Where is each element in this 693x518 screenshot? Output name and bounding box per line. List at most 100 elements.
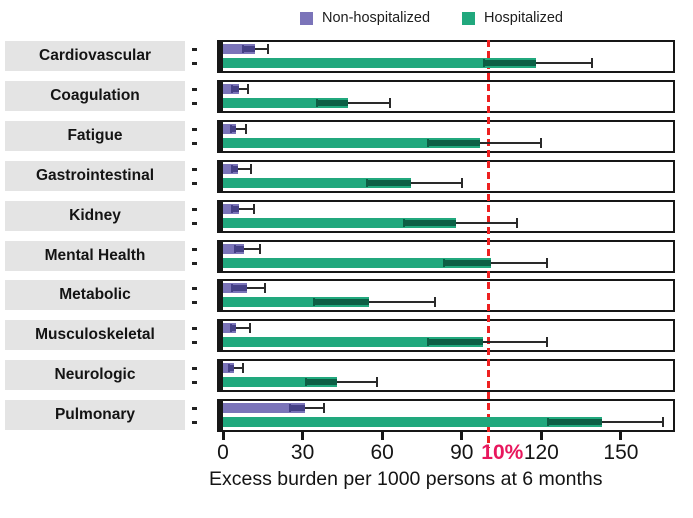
- error-low-cap: [315, 98, 318, 107]
- category-panel: [217, 359, 675, 393]
- error-inner-segment: [228, 365, 234, 372]
- category-label: Pulmonary: [5, 400, 185, 431]
- y-axis-tick: [192, 62, 197, 65]
- category-label: Neurologic: [5, 360, 185, 391]
- y-axis-spine: [217, 359, 223, 393]
- category-label: Metabolic: [5, 280, 185, 311]
- y-axis-tick: [192, 367, 197, 371]
- bar-hospitalized-coagulation: [223, 97, 348, 108]
- error-inner-segment: [230, 85, 239, 92]
- reference-line: [486, 40, 490, 448]
- error-inner-segment: [482, 60, 537, 66]
- y-axis-spine: [217, 159, 223, 193]
- bar-hospitalized-neurologic: [223, 377, 338, 388]
- category-label: Gastrointestinal: [5, 160, 185, 191]
- error-low-cap: [313, 298, 316, 307]
- y-axis-tick: [192, 141, 197, 145]
- error-whisker: [602, 421, 664, 424]
- bar-hospitalized-kidney: [223, 217, 457, 228]
- error-high-cap: [247, 83, 250, 94]
- bar-hospitalized-mental-health: [223, 257, 491, 268]
- category-label: Cardiovascular: [5, 41, 185, 71]
- y-axis-tick: [192, 407, 197, 411]
- y-axis-tick: [192, 101, 197, 105]
- x-axis-tick-label: 60: [370, 441, 394, 465]
- x-axis-tick: [221, 432, 225, 441]
- error-low-cap: [482, 59, 485, 67]
- error-whisker: [244, 247, 261, 250]
- error-low-cap: [230, 204, 233, 213]
- error-high-cap: [434, 297, 437, 308]
- y-axis-tick: [192, 207, 197, 211]
- category-panel: [217, 319, 675, 353]
- error-low-cap: [427, 338, 430, 347]
- error-whisker: [236, 327, 250, 330]
- error-whisker: [536, 62, 592, 64]
- category-label: Fatigue: [5, 120, 185, 151]
- error-whisker: [254, 48, 269, 50]
- error-whisker: [305, 407, 324, 410]
- error-inner-segment: [427, 139, 481, 146]
- error-whisker: [238, 207, 254, 210]
- y-axis-spine: [217, 40, 223, 73]
- error-low-cap: [289, 404, 292, 413]
- bar-hospitalized-gastrointestinal: [223, 177, 412, 188]
- error-low-cap: [427, 138, 430, 147]
- error-low-cap: [229, 324, 232, 333]
- error-whisker: [233, 367, 243, 370]
- error-low-cap: [230, 284, 233, 293]
- y-axis-tick: [192, 421, 197, 425]
- error-high-cap: [252, 203, 255, 214]
- error-inner-segment: [230, 165, 238, 172]
- error-high-cap: [248, 323, 251, 334]
- y-axis-spine: [217, 119, 223, 153]
- x-axis-tick-label: 150: [603, 441, 639, 465]
- y-axis-tick: [192, 287, 197, 291]
- category-panel: [217, 239, 675, 273]
- x-axis-tick-label: 0: [217, 441, 229, 465]
- x-axis-tick-label: 120: [523, 441, 559, 465]
- error-high-cap: [662, 417, 665, 428]
- bar-non-hospitalized-pulmonary: [223, 403, 306, 414]
- x-axis-tick-label: 90: [450, 441, 474, 465]
- error-inner-segment: [229, 325, 237, 332]
- x-axis-tick-label: 30: [290, 441, 315, 465]
- category-panel: [217, 79, 675, 113]
- error-high-cap: [322, 403, 325, 414]
- error-inner-segment: [427, 339, 483, 346]
- legend: Non-hospitalized Hospitalized: [300, 10, 563, 26]
- error-inner-segment: [233, 245, 245, 252]
- error-high-cap: [264, 283, 267, 294]
- category-label: Kidney: [5, 200, 185, 231]
- error-low-cap: [366, 178, 369, 187]
- error-high-cap: [516, 217, 519, 228]
- error-whisker: [236, 127, 246, 130]
- error-high-cap: [259, 243, 262, 254]
- category-panel: [217, 279, 675, 313]
- error-high-cap: [545, 337, 548, 348]
- x-axis-tick: [380, 432, 384, 441]
- y-axis-tick: [192, 341, 197, 345]
- error-low-cap: [305, 378, 308, 387]
- error-low-cap: [443, 258, 446, 267]
- error-inner-segment: [443, 259, 491, 266]
- error-whisker: [482, 341, 547, 344]
- error-inner-segment: [403, 219, 457, 226]
- error-whisker: [456, 221, 518, 224]
- y-axis-spine: [217, 279, 223, 313]
- error-high-cap: [267, 44, 270, 54]
- error-high-cap: [389, 97, 392, 108]
- error-inner-segment: [366, 179, 412, 186]
- bar-non-hospitalized-cardiovascular: [223, 44, 255, 54]
- legend-swatch-hospitalized: [462, 11, 476, 25]
- error-low-cap: [229, 124, 232, 133]
- error-high-cap: [460, 177, 463, 188]
- category-label: Coagulation: [5, 80, 185, 111]
- y-axis-tick: [192, 167, 197, 171]
- category-panel: [217, 40, 675, 73]
- y-axis-tick: [192, 127, 197, 131]
- error-inner-segment: [315, 99, 348, 106]
- y-axis-tick: [192, 87, 197, 91]
- y-axis-tick: [192, 181, 197, 185]
- error-whisker: [368, 301, 436, 304]
